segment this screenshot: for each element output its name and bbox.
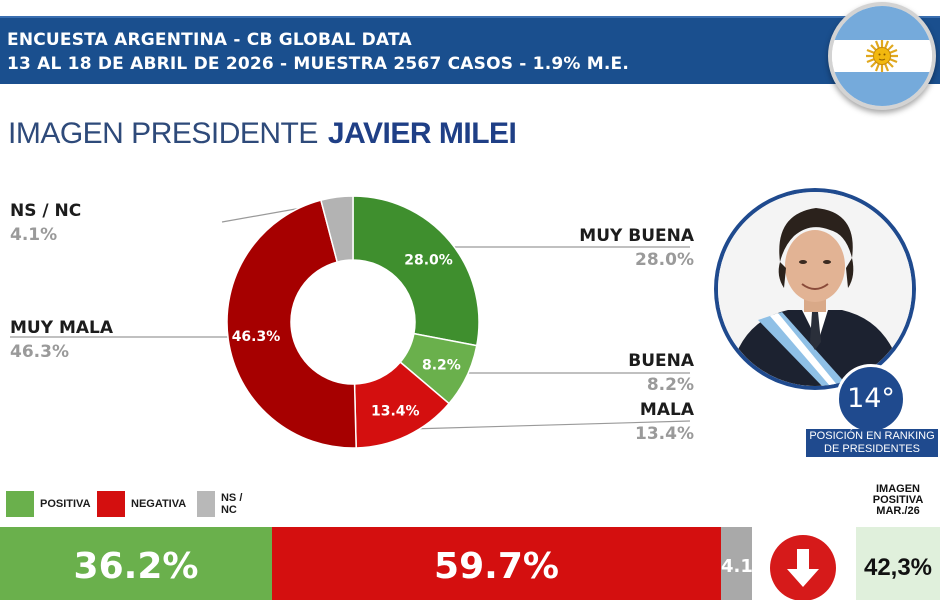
ranking-caption-line2: DE PRESIDENTES bbox=[824, 443, 920, 455]
legend-item-negativa: NEGATIVA bbox=[97, 490, 186, 518]
donut-value-label-muy-mala: 46.3% bbox=[232, 329, 281, 345]
legend-label-positiva: POSITIVA bbox=[40, 498, 91, 510]
donut-slice-labels: 28.0% 8.2% 13.4% 46.3% bbox=[232, 253, 461, 420]
label-mala-value: 13.4% bbox=[635, 424, 694, 444]
label-buena-value: 8.2% bbox=[646, 375, 694, 395]
legend-item-positiva: POSITIVA bbox=[6, 490, 91, 518]
label-ns-nc: NS / NC 4.1% bbox=[10, 201, 81, 245]
donut-slices bbox=[226, 195, 480, 449]
previous-label-line1: IMAGEN bbox=[876, 483, 920, 495]
legend-label-negativa: NEGATIVA bbox=[131, 498, 187, 510]
image-donut-chart: 28.0% 8.2% 13.4% 46.3% bbox=[10, 195, 691, 449]
donut-hole bbox=[291, 260, 415, 384]
label-buena: BUENA 8.2% bbox=[628, 351, 694, 395]
ranking-badge: 14° bbox=[836, 364, 906, 434]
bar-segment-ns-nc: 4.1% bbox=[721, 527, 752, 600]
survey-details: 13 AL 18 DE ABRIL DE 2026 - MUESTRA 2567… bbox=[7, 54, 629, 74]
bar-segment-negativa: 59.7% bbox=[272, 527, 721, 600]
bar-segment-positiva: 36.2% bbox=[0, 527, 272, 600]
legend-swatch-negativa bbox=[97, 491, 125, 517]
label-muy-buena: MUY BUENA 28.0% bbox=[579, 226, 694, 270]
legend-swatch-ns-nc bbox=[197, 491, 215, 517]
previous-label-line2: POSITIVA bbox=[872, 494, 924, 506]
donut-value-label-mala: 13.4% bbox=[371, 403, 420, 419]
label-ns-nc-value: 4.1% bbox=[10, 225, 58, 245]
ranking-caption: POSICIÓN EN RANKING DE PRESIDENTES bbox=[806, 429, 938, 457]
label-mala: MALA 13.4% bbox=[635, 400, 694, 444]
title-president-name: JAVIER MILEI bbox=[327, 117, 517, 150]
previous-image-label: IMAGEN POSITIVA MAR./26 bbox=[856, 484, 940, 517]
page-title: IMAGEN PRESIDENTE JAVIER MILEI bbox=[8, 117, 517, 151]
label-buena-name: BUENA bbox=[628, 351, 694, 371]
legend-swatch-positiva bbox=[6, 491, 34, 517]
label-muy-buena-name: MUY BUENA bbox=[579, 226, 694, 246]
label-muy-mala-name: MUY MALA bbox=[10, 318, 114, 338]
previous-label-line3: MAR./26 bbox=[876, 505, 920, 517]
legend-item-ns-nc: NS / NC bbox=[197, 490, 247, 518]
label-muy-mala: MUY MALA 46.3% bbox=[10, 318, 113, 362]
label-muy-buena-value: 28.0% bbox=[635, 250, 694, 270]
label-ns-nc-name: NS / NC bbox=[10, 201, 82, 221]
title-prefix: IMAGEN PRESIDENTE bbox=[8, 117, 318, 150]
arrow-down-icon bbox=[770, 535, 836, 600]
argentina-flag-icon bbox=[828, 2, 936, 110]
label-mala-name: MALA bbox=[639, 400, 694, 420]
leader-line-mala bbox=[409, 420, 691, 430]
legend-label-ns-nc: NS / NC bbox=[220, 492, 243, 516]
previous-image-value: 42,3% bbox=[856, 527, 940, 600]
donut-value-label-muy-buena: 28.0% bbox=[404, 253, 453, 269]
header-banner: ENCUESTA ARGENTINA - CB GLOBAL DATA 13 A… bbox=[0, 16, 940, 84]
donut-value-label-buena: 8.2% bbox=[422, 357, 461, 373]
label-muy-mala-value: 46.3% bbox=[10, 342, 69, 362]
ranking-caption-line1: POSICIÓN EN RANKING bbox=[809, 430, 935, 442]
president-portrait-icon bbox=[714, 188, 916, 418]
survey-title: ENCUESTA ARGENTINA - CB GLOBAL DATA bbox=[7, 30, 412, 50]
